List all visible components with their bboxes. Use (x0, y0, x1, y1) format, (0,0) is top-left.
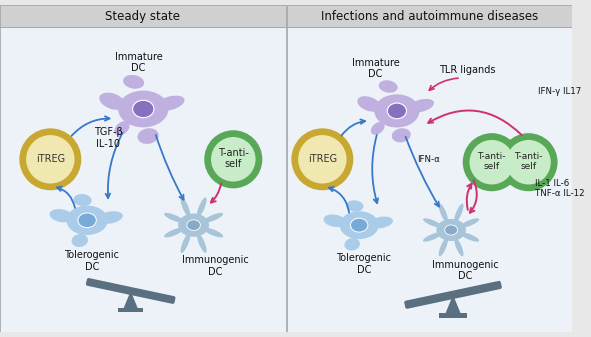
Text: TGF-β
IL-10: TGF-β IL-10 (94, 127, 123, 149)
Bar (118, 308, 143, 312)
Text: iTREG: iTREG (36, 154, 65, 164)
Circle shape (463, 133, 521, 191)
Ellipse shape (50, 209, 73, 222)
Ellipse shape (156, 96, 184, 111)
FancyBboxPatch shape (86, 278, 176, 304)
Bar (0, 5, 285, 27)
Ellipse shape (439, 204, 448, 222)
Ellipse shape (454, 204, 463, 222)
Ellipse shape (423, 218, 442, 227)
Ellipse shape (387, 103, 407, 119)
Ellipse shape (454, 238, 463, 256)
Text: IL-1 IL-6
TNF-α IL-12: IL-1 IL-6 TNF-α IL-12 (535, 179, 585, 198)
Text: Infections and autoimmune diseases: Infections and autoimmune diseases (321, 9, 538, 23)
Text: IFN-α: IFN-α (417, 155, 440, 164)
Text: Tolerogenic
DC: Tolerogenic DC (64, 250, 119, 272)
Ellipse shape (460, 218, 479, 227)
Circle shape (298, 135, 346, 184)
Ellipse shape (346, 200, 363, 212)
Bar (0, 27, 285, 332)
Text: Immature
DC: Immature DC (352, 58, 400, 79)
Ellipse shape (345, 238, 360, 250)
Ellipse shape (197, 233, 207, 253)
Ellipse shape (197, 197, 207, 217)
Ellipse shape (78, 213, 96, 228)
Ellipse shape (138, 128, 158, 144)
Circle shape (499, 133, 557, 191)
Circle shape (204, 130, 262, 188)
Circle shape (20, 128, 82, 190)
Circle shape (26, 135, 74, 184)
Ellipse shape (203, 213, 223, 223)
Ellipse shape (99, 93, 125, 110)
Ellipse shape (164, 228, 184, 238)
Text: Tolerogenic
DC: Tolerogenic DC (336, 253, 391, 275)
Ellipse shape (350, 218, 368, 232)
Ellipse shape (423, 233, 442, 242)
Ellipse shape (72, 234, 88, 247)
Bar (439, 313, 467, 317)
Bar (287, 5, 572, 27)
Text: iTREG: iTREG (308, 154, 337, 164)
Ellipse shape (374, 94, 420, 127)
Ellipse shape (118, 91, 168, 127)
Text: Immunogenic
DC: Immunogenic DC (181, 255, 248, 277)
Ellipse shape (164, 213, 184, 223)
Ellipse shape (73, 194, 92, 206)
Ellipse shape (369, 217, 393, 228)
Ellipse shape (358, 96, 381, 112)
Ellipse shape (444, 225, 457, 235)
Ellipse shape (187, 220, 200, 231)
Ellipse shape (181, 197, 190, 217)
Circle shape (211, 137, 255, 182)
Ellipse shape (439, 238, 448, 256)
Circle shape (506, 140, 551, 184)
Ellipse shape (408, 99, 434, 113)
Ellipse shape (379, 80, 398, 93)
Ellipse shape (436, 219, 466, 241)
Ellipse shape (323, 214, 346, 227)
Ellipse shape (392, 128, 411, 142)
FancyBboxPatch shape (404, 281, 502, 309)
Ellipse shape (98, 211, 123, 224)
Ellipse shape (203, 228, 223, 238)
Ellipse shape (460, 233, 479, 242)
Text: Immunogenic
DC: Immunogenic DC (432, 260, 499, 281)
Polygon shape (124, 291, 138, 308)
Text: IFN-γ IL17: IFN-γ IL17 (538, 87, 582, 96)
Text: T-anti-
self: T-anti- self (478, 152, 506, 171)
Text: Immature
DC: Immature DC (115, 52, 163, 73)
Ellipse shape (66, 206, 108, 235)
Text: Steady state: Steady state (105, 9, 180, 23)
Text: T-anti-
self: T-anti- self (218, 148, 249, 169)
Bar (287, 27, 572, 332)
Ellipse shape (132, 100, 154, 118)
Circle shape (469, 140, 514, 184)
Ellipse shape (178, 214, 209, 237)
Ellipse shape (371, 122, 385, 135)
Ellipse shape (114, 121, 129, 135)
Circle shape (291, 128, 353, 190)
Ellipse shape (123, 75, 144, 89)
Ellipse shape (181, 233, 190, 253)
Ellipse shape (340, 211, 379, 239)
Polygon shape (446, 295, 460, 313)
Text: T-anti-
self: T-anti- self (514, 152, 543, 171)
Text: TLR ligands: TLR ligands (439, 65, 496, 75)
